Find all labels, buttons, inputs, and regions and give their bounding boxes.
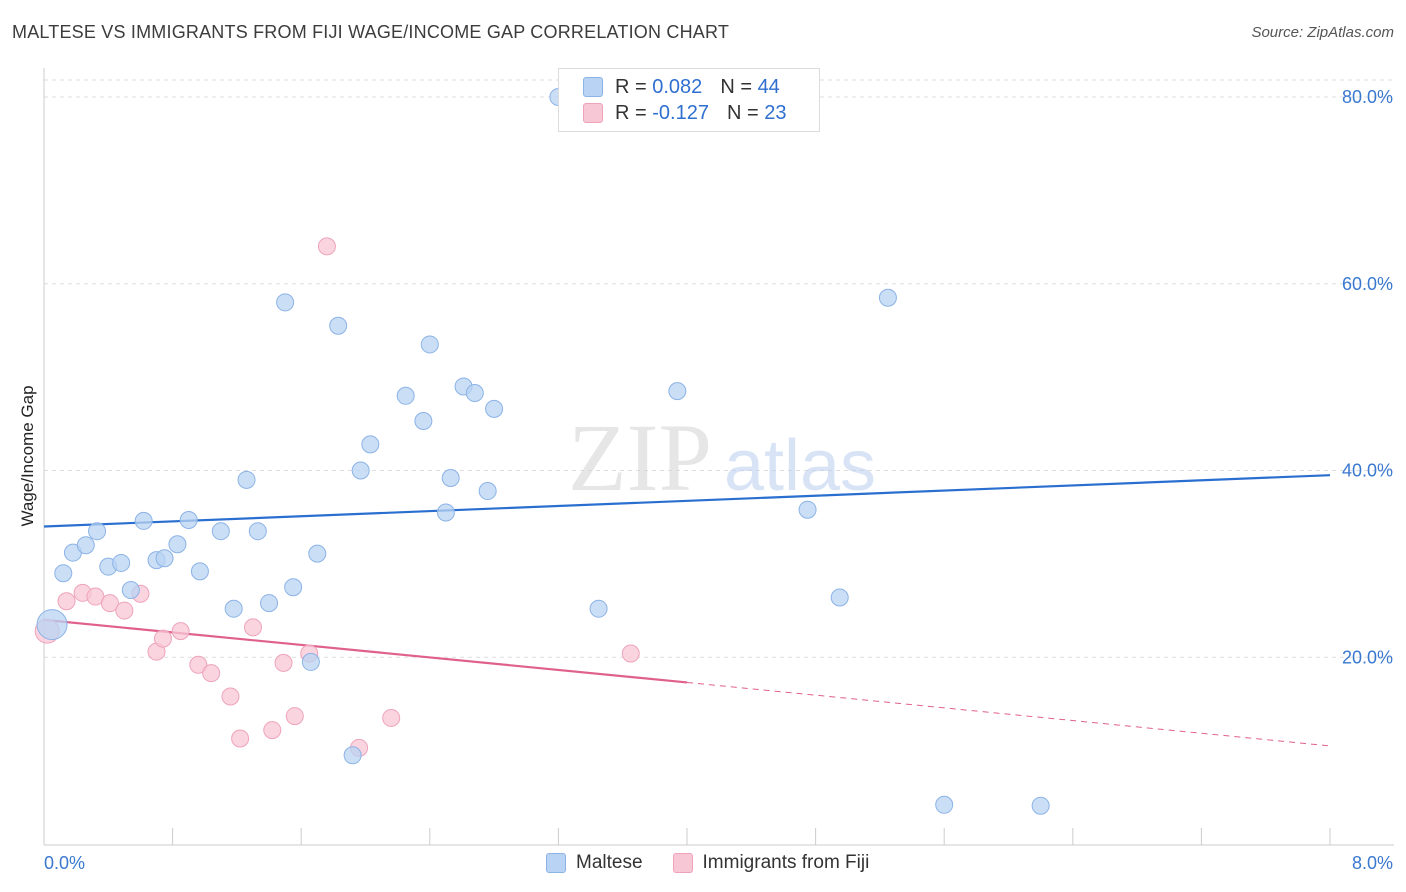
maltese-point [248,522,267,541]
maltese-point [237,470,256,489]
maltese-point [121,581,140,600]
maltese-point [284,578,303,597]
fiji-point [231,729,250,748]
fiji-point [115,601,134,620]
fiji-point [621,644,640,663]
maltese-point [329,316,348,335]
watermark-atlas: atlas [724,426,876,506]
maltese-point [478,482,497,501]
n-value: 23 [764,101,787,124]
maltese-point [414,412,433,431]
fiji-point [285,707,304,726]
data-points [34,88,1050,815]
y-tick-label: 20.0% [1342,647,1393,667]
maltese-point [436,503,455,522]
tick-labels: 20.0% 40.0% 60.0% 80.0% 0.0% 8.0% [44,87,1393,873]
maltese-point [830,588,849,607]
fiji-point [202,664,221,683]
maltese-point [396,386,415,405]
x-tick-label: 8.0% [1352,853,1393,873]
y-axis-label: Wage/Income Gap [18,385,37,527]
series-legend: Maltese Immigrants from Fiji [546,852,899,874]
axes [43,68,1394,846]
fiji-swatch [672,853,693,873]
maltese-swatch [546,853,566,873]
source-label: Source: ZipAtlas.com [1251,24,1394,41]
fiji-trend-extension [686,681,1331,747]
maltese-point [668,382,687,401]
legend-label: Immigrants from Fiji [702,852,870,873]
stats-legend: R = 0.082 N = 44 R = -0.127 N = 23 [558,68,820,132]
maltese-point [276,293,295,312]
legend-label: Maltese [576,852,643,873]
maltese-swatch [583,77,603,97]
maltese-point [441,468,460,487]
fiji-point [189,655,208,674]
legend-item-maltese: Maltese [546,852,643,874]
maltese-point [361,435,380,454]
r-label: R = [615,75,647,98]
r-value: 0.082 [652,75,703,98]
watermark-zip: ZIP [568,404,712,511]
maltese-point [1031,796,1050,815]
maltese-point [878,288,897,307]
maltese-point [308,544,327,563]
fiji-point [221,687,240,706]
maltese-point [465,383,484,402]
fiji-point [263,721,282,740]
n-value: 44 [757,75,780,98]
fiji-point [57,592,76,611]
chart-title: MALTESE VS IMMIGRANTS FROM FIJI WAGE/INC… [12,22,730,42]
maltese-point [798,500,817,519]
maltese-point [179,510,198,529]
stats-row-fiji: R = -0.127 N = 23 [583,101,786,125]
maltese-point [155,549,174,568]
maltese-point [88,522,107,541]
y-tick-label: 60.0% [1342,274,1393,294]
maltese-point [351,461,370,480]
maltese-point [301,652,320,671]
maltese-point [260,594,279,613]
fiji-point [317,237,336,256]
maltese-point [76,536,95,555]
stats-row-maltese: R = 0.082 N = 44 [583,75,780,99]
maltese-point [168,535,187,554]
maltese-point [190,562,209,581]
gridlines [44,79,1394,658]
n-label: N = [720,75,752,98]
maltese-point [36,609,68,641]
y-tick-label: 40.0% [1342,461,1393,481]
maltese-trend-line [43,474,1331,528]
maltese-point [224,599,243,618]
x-tick-label: 0.0% [44,853,85,873]
maltese-point [420,335,439,354]
maltese-point [343,746,362,765]
fiji-point [153,629,172,648]
maltese-point [134,511,153,530]
fiji-swatch [583,103,603,123]
fiji-trend-line [43,618,688,684]
r-value: -0.127 [652,101,709,124]
fiji-point [274,653,293,672]
maltese-point [112,553,131,572]
trend-lines [43,474,1331,747]
legend-item-fiji: Immigrants from Fiji [672,852,870,874]
fiji-point [243,618,262,637]
maltese-point [211,522,230,541]
maltese-point [54,564,73,583]
fiji-point [100,594,119,613]
n-label: N = [726,101,759,124]
y-tick-label: 80.0% [1342,87,1393,107]
maltese-point [485,399,504,418]
maltese-point [589,599,608,618]
maltese-point [935,795,954,814]
r-label: R = [615,101,647,124]
fiji-point [171,622,190,641]
fiji-point [382,708,401,727]
